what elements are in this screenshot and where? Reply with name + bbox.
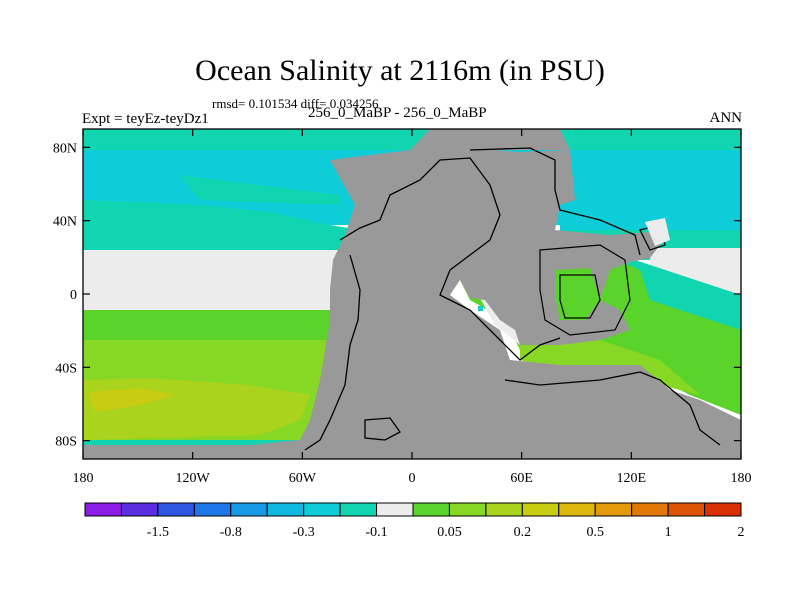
colorbar-label: -0.8 [220,525,242,540]
indian-basin-gap [555,268,600,320]
x-tick-label: 60E [510,471,533,486]
colorbar-swatch [485,502,523,517]
x-tick-label: 0 [409,471,416,486]
experiment-label: Expt = teyEz-teyDz1 [82,111,209,127]
season-label: ANN [709,110,743,126]
basin-coast [539,244,631,336]
band-north-teal [83,200,360,250]
land-north-cap [410,129,570,150]
colorbar-swatch [266,502,305,517]
colorbar-swatch [704,502,742,517]
neutral-patch-east [645,218,670,246]
colorbar-swatch [84,502,122,517]
band-south-green [83,310,373,340]
land-mass [83,148,741,459]
x-tick-label: 180 [731,471,752,486]
colorbar-swatch [594,502,633,517]
colorbar-label: -0.1 [365,525,387,540]
colorbar-labels: -1.5 -0.8 -0.3 -0.1 0.05 0.2 0.5 1 2 [147,525,745,540]
colorbar-swatch [667,502,706,517]
x-tick-label: 60W [289,471,317,486]
colorbar-swatch [157,502,195,517]
cyan-dot [478,306,483,311]
salinity-field [83,129,741,459]
band-north-teal-2 [180,175,340,205]
east-north-cyan [560,150,741,230]
y-tick-label: 80N [53,141,77,156]
colorbar-swatch [303,502,341,517]
colorbar-label: -1.5 [147,525,169,540]
stats-line: rmsd= 0.101534 diff= 0.034256 [212,96,379,111]
x-axis: 180 120W 60W 0 60E 120E 180 [73,129,752,486]
colorbar-swatch [376,502,414,517]
colorbar [84,502,742,517]
map-title: Ocean Salinity at 2116m (in PSU) [195,54,605,87]
colorbar-swatch [558,502,596,517]
colorbar-label: 0.2 [514,525,532,540]
band-equator-neutral [83,250,373,310]
y-tick-label: 40N [53,215,77,230]
y-tick-label: 0 [70,288,77,303]
y-tick-label: 80S [55,435,77,450]
x-tick-label: 120E [617,471,647,486]
case-label: 256_0_MaBP - 256_0_MaBP [308,105,487,121]
colorbar-label: 0.5 [586,525,604,540]
colorbar-label: 0.05 [437,525,462,540]
colorbar-label: 2 [738,525,745,540]
x-tick-label: 120W [176,471,211,486]
y-tick-label: 40S [55,361,77,376]
basin-inner-coast [559,274,601,319]
colorbar-swatch [193,502,232,517]
colorbar-swatch [339,502,378,517]
x-tick-label: 180 [73,471,94,486]
colorbar-swatch [631,502,669,517]
colorbar-swatch [120,502,159,517]
colorbar-label: 1 [665,525,672,540]
colorbar-swatch [412,502,450,517]
colorbar-swatch [230,502,268,517]
colorbar-swatch [448,502,487,517]
colorbar-swatch [521,502,560,517]
y-axis: 80N 40N 0 40S 80S [53,141,741,450]
band-south-yellow [88,388,175,412]
colorbar-label: -0.3 [293,525,315,540]
